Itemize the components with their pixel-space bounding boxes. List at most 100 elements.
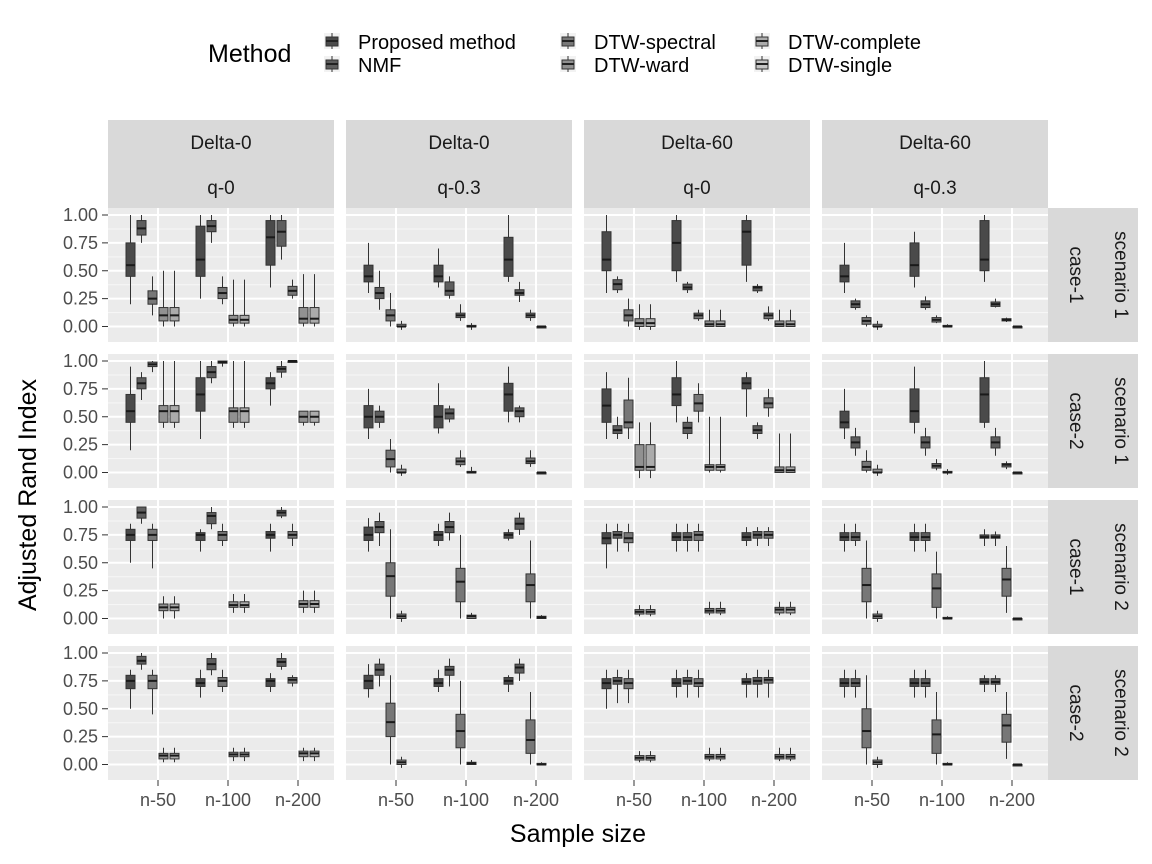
x-tick-label: n-200	[989, 790, 1035, 810]
box-body	[206, 512, 217, 525]
x-tick-label: n-100	[443, 790, 489, 810]
box-4	[774, 601, 785, 616]
box-1	[363, 388, 374, 440]
box-3	[861, 315, 872, 327]
box-1	[363, 664, 374, 698]
box-3	[693, 309, 704, 321]
y-tick-label: 0.25	[63, 581, 98, 601]
y-tick-label: 0.75	[63, 379, 98, 399]
x-tick-label: n-100	[919, 790, 965, 810]
box-2	[136, 506, 147, 524]
box-body	[125, 393, 136, 423]
box-1	[363, 242, 374, 294]
box-1	[503, 675, 514, 693]
box-3	[455, 450, 466, 467]
box-2	[276, 215, 287, 260]
y-axis: 0.00 0.25 0.50 0.75 1.00	[63, 351, 108, 483]
panel	[822, 646, 1048, 780]
box-5	[309, 274, 320, 327]
box-2	[206, 361, 217, 384]
box-4	[774, 309, 785, 327]
box-2	[136, 215, 147, 243]
box-2	[752, 422, 763, 440]
box-body	[276, 220, 287, 247]
box-2	[444, 276, 455, 299]
strip-label-line2: q-0	[683, 178, 710, 199]
box-3	[693, 383, 704, 423]
box-body	[1001, 567, 1012, 597]
legend-entry: DTW-single	[754, 55, 892, 77]
box-3	[693, 523, 704, 552]
box-3	[455, 680, 466, 765]
strip-label-line2: case-1	[1065, 246, 1086, 303]
box-4	[634, 605, 645, 617]
box-4	[704, 309, 715, 327]
panel	[108, 354, 334, 488]
box-3	[763, 388, 774, 417]
strip-label-line1: Delta-0	[190, 133, 251, 154]
box-4	[1012, 763, 1023, 767]
box-2	[990, 675, 1001, 693]
box-3	[217, 360, 228, 367]
box-5	[309, 410, 320, 426]
box-body	[741, 220, 752, 266]
strip-label-line2: case-2	[1065, 392, 1086, 449]
box-4	[1012, 617, 1023, 621]
box-body	[385, 562, 396, 597]
legend-label: DTW-spectral	[594, 32, 716, 54]
box-3	[525, 450, 536, 467]
box-body	[433, 264, 444, 283]
legend: Method Proposed methodNMFDTW-spectralDTW-…	[208, 32, 921, 77]
box-1	[195, 529, 206, 552]
panel	[584, 646, 810, 780]
box-3	[287, 360, 298, 363]
box-4	[634, 751, 645, 763]
y-tick-label: 1.00	[63, 351, 98, 371]
box-3	[287, 279, 298, 299]
box-2	[920, 523, 931, 552]
box-3	[455, 534, 466, 619]
panel	[822, 354, 1048, 488]
box-3	[623, 669, 634, 704]
box-1	[741, 372, 752, 417]
box-1	[979, 361, 990, 428]
y-tick-label: 0.00	[63, 755, 98, 775]
box-2	[752, 669, 763, 698]
box-2	[276, 653, 287, 670]
x-axis-panel: n-50 n-100 n-200	[616, 780, 797, 810]
panel-background	[584, 500, 810, 634]
panel	[584, 354, 810, 488]
box-4	[536, 762, 547, 766]
box-body	[444, 281, 455, 296]
box-1	[601, 372, 612, 440]
box-2	[374, 405, 385, 428]
x-axis: n-50 n-100 n-200 n-50 n-100 n-200 n-50 n-100 n-2…	[140, 780, 1035, 810]
panel	[584, 208, 810, 342]
row-strip: scenario 1 case-2	[1048, 354, 1138, 488]
panel-background	[822, 500, 1048, 634]
box-2	[514, 658, 525, 681]
box-4	[872, 320, 883, 330]
box-1	[195, 361, 206, 440]
box-3	[1001, 461, 1012, 470]
panel-background	[346, 208, 572, 342]
box-4	[466, 323, 477, 330]
x-tick-label: n-200	[275, 790, 321, 810]
panel	[346, 500, 572, 634]
box-4	[228, 747, 239, 762]
box-body	[909, 388, 920, 423]
box-body	[671, 220, 682, 272]
box-1	[503, 215, 514, 282]
box-3	[763, 669, 774, 698]
box-body	[228, 407, 239, 423]
panel	[108, 208, 334, 342]
strip-label-line2: case-1	[1065, 538, 1086, 595]
row-strip: scenario 1 case-1	[1048, 208, 1138, 342]
box-5	[239, 279, 250, 327]
box-1	[195, 215, 206, 299]
box-2	[850, 298, 861, 310]
box-5	[645, 422, 656, 479]
box-body	[601, 231, 612, 272]
box-1	[433, 523, 444, 547]
